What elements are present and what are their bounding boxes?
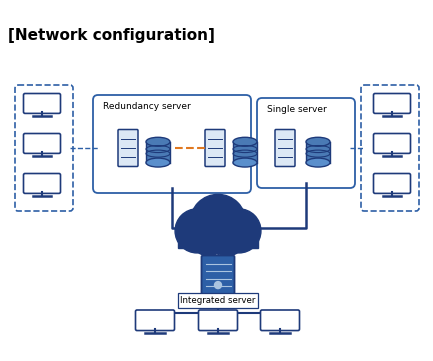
FancyBboxPatch shape (205, 130, 225, 166)
FancyBboxPatch shape (23, 174, 61, 193)
FancyBboxPatch shape (93, 95, 251, 193)
FancyBboxPatch shape (118, 130, 138, 166)
FancyBboxPatch shape (23, 93, 61, 113)
Text: [Network configuration]: [Network configuration] (8, 28, 215, 43)
FancyBboxPatch shape (257, 98, 355, 188)
Circle shape (175, 209, 219, 253)
Ellipse shape (146, 158, 170, 167)
Ellipse shape (233, 137, 257, 146)
Circle shape (191, 221, 226, 256)
FancyBboxPatch shape (261, 310, 300, 331)
Text: Redundancy server: Redundancy server (103, 102, 191, 111)
FancyBboxPatch shape (374, 134, 410, 153)
Circle shape (214, 282, 222, 288)
Ellipse shape (233, 158, 257, 167)
Text: Integrated server: Integrated server (180, 296, 256, 305)
Bar (233, 142, 257, 162)
FancyBboxPatch shape (201, 256, 235, 295)
Bar (178, 234, 258, 248)
Circle shape (190, 194, 246, 250)
Bar (146, 142, 170, 162)
FancyBboxPatch shape (198, 310, 237, 331)
Ellipse shape (146, 137, 170, 146)
FancyBboxPatch shape (374, 93, 410, 113)
Bar (306, 142, 330, 162)
Circle shape (210, 221, 245, 256)
Text: Single server: Single server (267, 105, 327, 114)
Ellipse shape (306, 137, 330, 146)
FancyBboxPatch shape (136, 310, 174, 331)
FancyBboxPatch shape (275, 130, 295, 166)
Circle shape (217, 209, 261, 253)
Ellipse shape (306, 158, 330, 167)
FancyBboxPatch shape (374, 174, 410, 193)
FancyBboxPatch shape (23, 134, 61, 153)
